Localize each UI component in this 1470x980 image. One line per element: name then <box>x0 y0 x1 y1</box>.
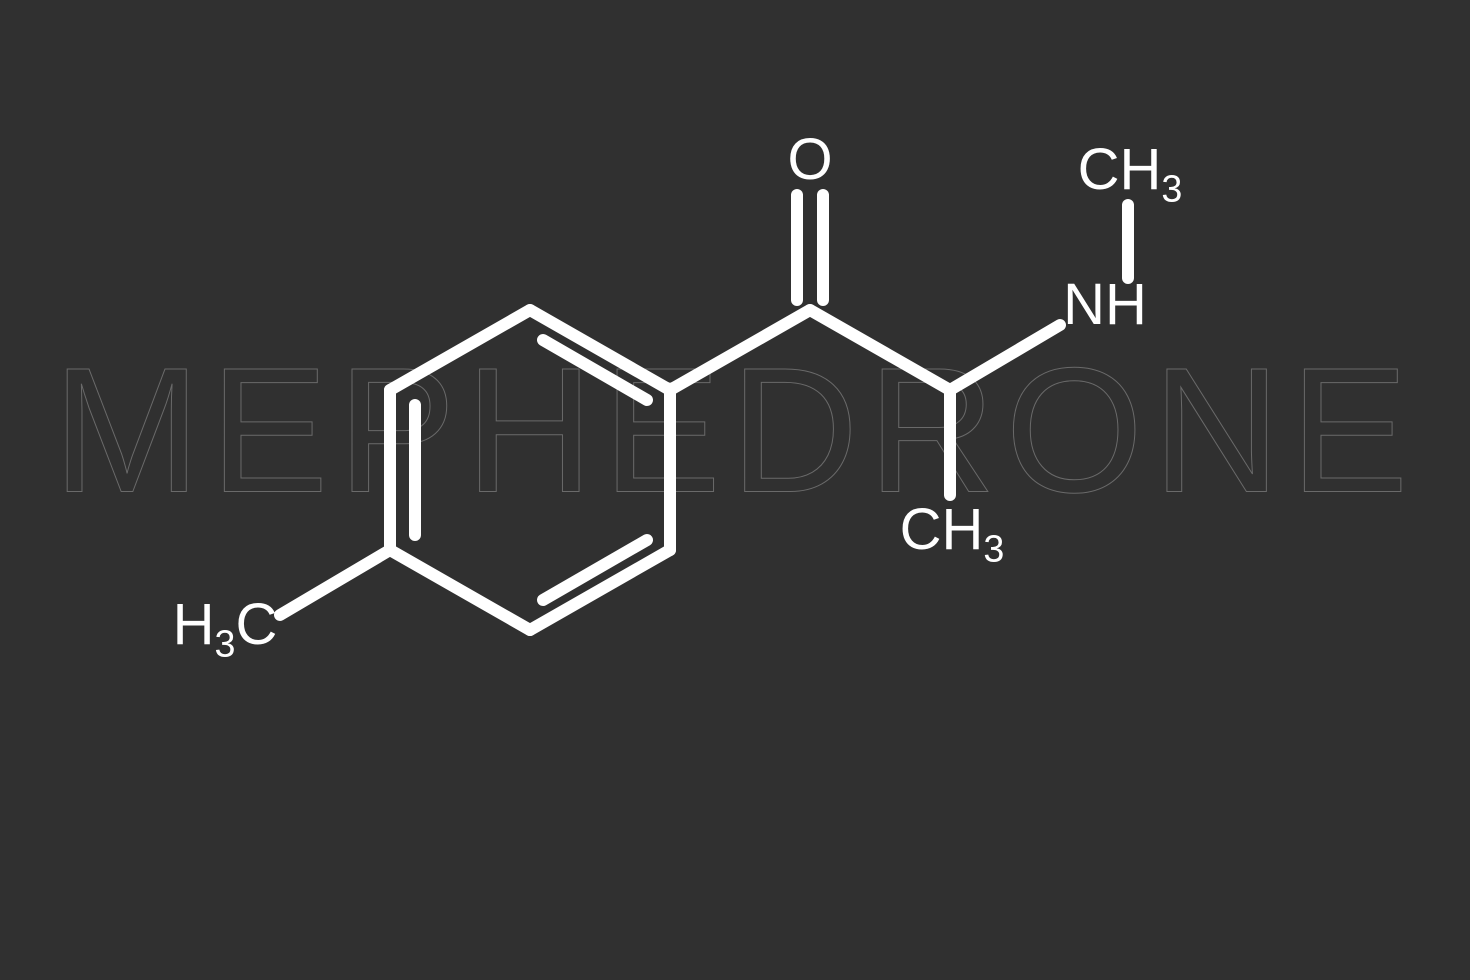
bond <box>280 550 390 615</box>
molecule-structure <box>0 0 1470 980</box>
atom-label-o-top: O <box>787 131 832 189</box>
atom-label-nh: NH <box>1063 276 1147 334</box>
atom-label-ch3-top: CH3 <box>1078 141 1183 199</box>
bond <box>670 310 810 390</box>
bond <box>390 550 530 630</box>
atom-label-ch3-mid: CH3 <box>900 501 1005 559</box>
bond <box>390 310 530 390</box>
molecule-canvas: MEPHEDRONE H3COCH3NHCH3 <box>0 0 1470 980</box>
bond <box>810 310 950 390</box>
atom-label-h3c-bottom: H3C <box>173 596 278 654</box>
bond <box>950 325 1060 390</box>
